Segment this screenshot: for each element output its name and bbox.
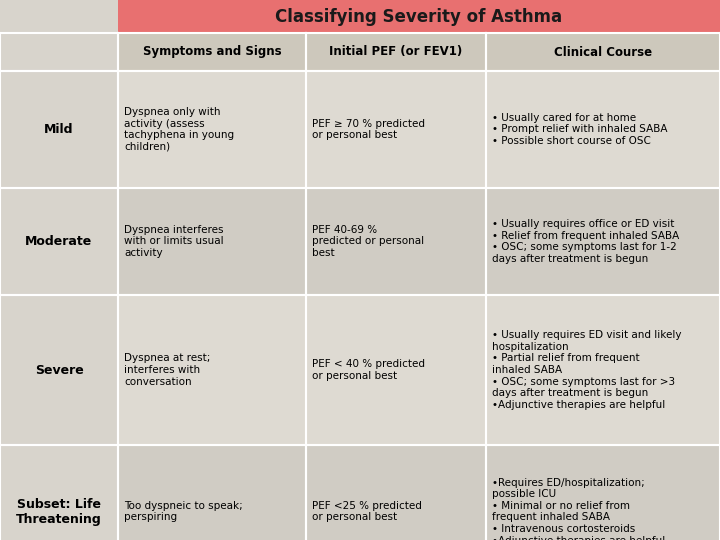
Bar bbox=[118, 445, 306, 540]
Bar bbox=[118, 295, 306, 445]
Text: Initial PEF (or FEV1): Initial PEF (or FEV1) bbox=[329, 45, 463, 58]
Text: • Usually cared for at home
• Prompt relief with inhaled SABA
• Possible short c: • Usually cared for at home • Prompt rel… bbox=[492, 113, 667, 146]
Bar bbox=[118, 0, 720, 33]
Text: Moderate: Moderate bbox=[25, 235, 93, 248]
Text: • Usually requires ED visit and likely
hospitalization
• Partial relief from fre: • Usually requires ED visit and likely h… bbox=[492, 330, 682, 410]
Bar bbox=[306, 295, 486, 445]
Text: Mild: Mild bbox=[44, 123, 73, 136]
Text: • Usually requires office or ED visit
• Relief from frequent inhaled SABA
• OSC;: • Usually requires office or ED visit • … bbox=[492, 219, 679, 264]
Text: Subset: Life
Threatening: Subset: Life Threatening bbox=[16, 497, 102, 525]
Text: PEF <25 % predicted
or personal best: PEF <25 % predicted or personal best bbox=[312, 501, 422, 522]
Text: Clinical Course: Clinical Course bbox=[554, 45, 652, 58]
Text: Severe: Severe bbox=[35, 363, 84, 376]
Bar bbox=[306, 188, 486, 295]
Text: •Requires ED/hospitalization;
possible ICU
• Minimal or no relief from
frequent : •Requires ED/hospitalization; possible I… bbox=[492, 477, 665, 540]
Bar bbox=[0, 33, 118, 71]
Bar bbox=[0, 295, 118, 445]
Bar bbox=[486, 295, 720, 445]
Bar bbox=[0, 445, 118, 540]
Bar bbox=[0, 188, 118, 295]
Bar bbox=[486, 33, 720, 71]
Bar bbox=[306, 445, 486, 540]
Bar bbox=[0, 0, 118, 33]
Bar bbox=[486, 71, 720, 188]
Text: Dyspnea at rest;
interferes with
conversation: Dyspnea at rest; interferes with convers… bbox=[124, 353, 210, 387]
Text: Classifying Severity of Asthma: Classifying Severity of Asthma bbox=[276, 8, 562, 25]
Text: PEF < 40 % predicted
or personal best: PEF < 40 % predicted or personal best bbox=[312, 359, 425, 381]
Bar bbox=[486, 188, 720, 295]
Text: Dyspnea interferes
with or limits usual
activity: Dyspnea interferes with or limits usual … bbox=[124, 225, 224, 258]
Bar bbox=[486, 445, 720, 540]
Bar bbox=[306, 71, 486, 188]
Bar bbox=[118, 71, 306, 188]
Text: Dyspnea only with
activity (assess
tachyphena in young
children): Dyspnea only with activity (assess tachy… bbox=[124, 107, 234, 152]
Bar bbox=[0, 71, 118, 188]
Text: Too dyspneic to speak;
perspiring: Too dyspneic to speak; perspiring bbox=[124, 501, 243, 522]
Bar bbox=[118, 188, 306, 295]
Text: PEF 40-69 %
predicted or personal
best: PEF 40-69 % predicted or personal best bbox=[312, 225, 424, 258]
Text: PEF ≥ 70 % predicted
or personal best: PEF ≥ 70 % predicted or personal best bbox=[312, 119, 425, 140]
Bar bbox=[306, 33, 486, 71]
Bar bbox=[118, 33, 306, 71]
Text: Symptoms and Signs: Symptoms and Signs bbox=[143, 45, 282, 58]
